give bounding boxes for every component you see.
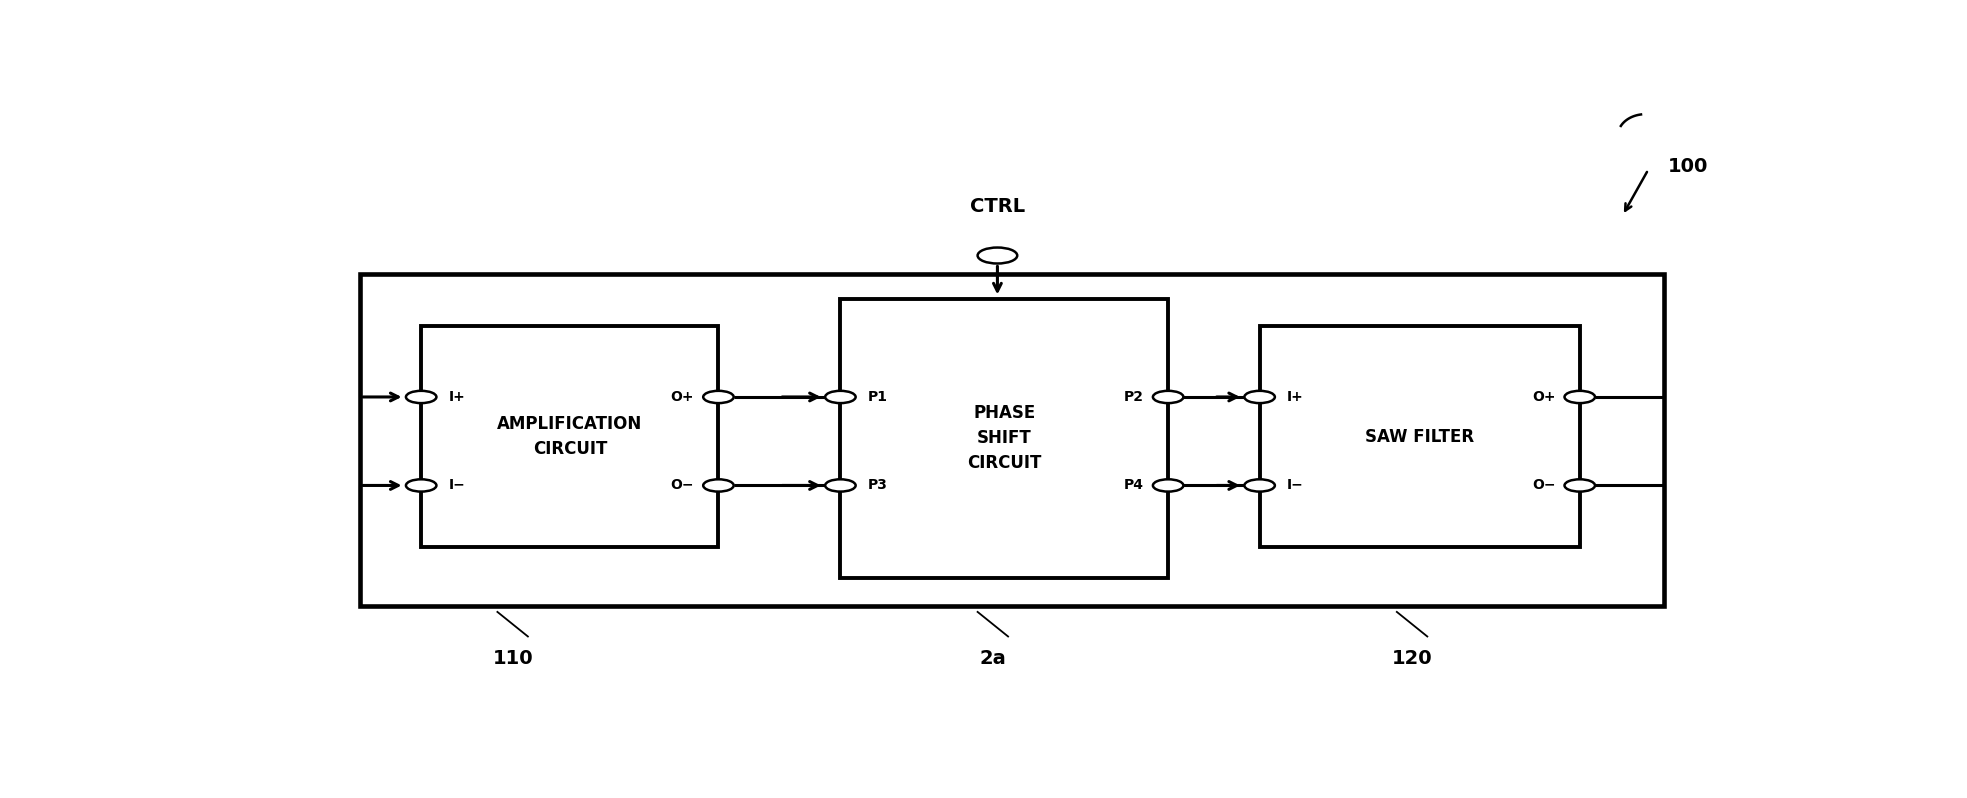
Bar: [1259, 326, 1580, 547]
Text: O+: O+: [671, 390, 694, 404]
Text: 2a: 2a: [980, 649, 1007, 668]
Circle shape: [405, 391, 437, 403]
Text: P3: P3: [867, 479, 887, 492]
Circle shape: [1245, 480, 1275, 492]
Text: SAW FILTER: SAW FILTER: [1365, 428, 1473, 446]
Circle shape: [826, 391, 856, 403]
Bar: [840, 298, 1168, 578]
Bar: [360, 274, 1664, 606]
Circle shape: [978, 247, 1017, 263]
Text: 110: 110: [492, 649, 533, 668]
Bar: [421, 326, 718, 547]
Circle shape: [704, 391, 734, 403]
Text: I−: I−: [448, 479, 466, 492]
Text: 100: 100: [1668, 157, 1709, 176]
Text: CTRL: CTRL: [970, 196, 1025, 215]
Circle shape: [405, 480, 437, 492]
Circle shape: [1245, 391, 1275, 403]
Text: 120: 120: [1393, 649, 1432, 668]
Text: P4: P4: [1123, 479, 1143, 492]
Circle shape: [826, 480, 856, 492]
Text: O−: O−: [1532, 479, 1556, 492]
Text: O−: O−: [671, 479, 694, 492]
Circle shape: [1153, 480, 1184, 492]
Circle shape: [704, 480, 734, 492]
Text: P2: P2: [1123, 390, 1143, 404]
Text: I−: I−: [1286, 479, 1304, 492]
Text: I+: I+: [1286, 390, 1304, 404]
Circle shape: [1153, 391, 1184, 403]
Text: PHASE
SHIFT
CIRCUIT: PHASE SHIFT CIRCUIT: [968, 405, 1041, 472]
Text: P1: P1: [867, 390, 887, 404]
Text: O+: O+: [1532, 390, 1556, 404]
Text: AMPLIFICATION
CIRCUIT: AMPLIFICATION CIRCUIT: [498, 415, 643, 458]
Circle shape: [1564, 480, 1595, 492]
Text: I+: I+: [448, 390, 466, 404]
Circle shape: [1564, 391, 1595, 403]
